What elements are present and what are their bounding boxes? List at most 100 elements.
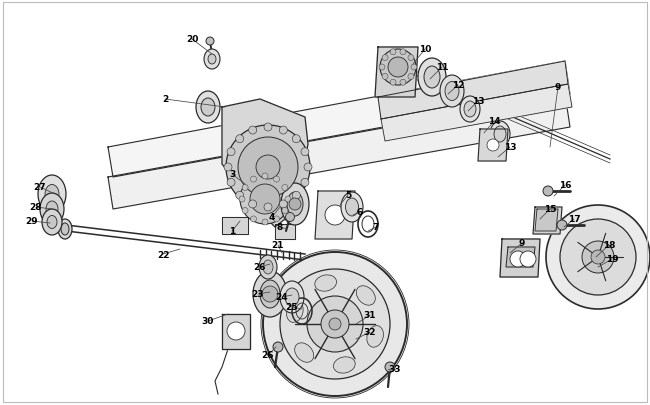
Circle shape <box>256 156 280 179</box>
Circle shape <box>301 179 309 187</box>
Circle shape <box>390 50 396 55</box>
Text: 26: 26 <box>262 351 274 360</box>
Ellipse shape <box>58 220 72 239</box>
Text: 3: 3 <box>229 170 235 179</box>
Ellipse shape <box>341 192 363 222</box>
Ellipse shape <box>196 92 220 124</box>
Polygon shape <box>381 85 572 142</box>
Text: 15: 15 <box>544 205 556 214</box>
Ellipse shape <box>204 50 220 70</box>
Ellipse shape <box>418 59 446 97</box>
Text: 13: 13 <box>504 143 516 152</box>
Circle shape <box>557 220 567 230</box>
Circle shape <box>240 175 290 224</box>
Text: 28: 28 <box>30 203 42 212</box>
Ellipse shape <box>281 183 309 226</box>
Ellipse shape <box>445 82 459 101</box>
Text: 25: 25 <box>286 303 298 312</box>
Text: 12: 12 <box>452 81 464 90</box>
Circle shape <box>250 216 257 222</box>
Text: 18: 18 <box>603 241 616 250</box>
Text: 22: 22 <box>157 250 169 259</box>
Circle shape <box>263 252 407 396</box>
Circle shape <box>382 55 388 62</box>
Text: 11: 11 <box>436 63 448 72</box>
Circle shape <box>274 216 280 222</box>
Polygon shape <box>222 217 248 234</box>
Ellipse shape <box>287 301 303 322</box>
Ellipse shape <box>464 102 476 118</box>
Circle shape <box>390 80 396 86</box>
Circle shape <box>591 250 605 264</box>
Circle shape <box>280 127 287 135</box>
Circle shape <box>285 196 291 202</box>
Circle shape <box>380 50 416 86</box>
Ellipse shape <box>208 55 216 65</box>
Circle shape <box>292 192 300 200</box>
Text: 14: 14 <box>488 117 500 126</box>
Circle shape <box>249 127 257 135</box>
Circle shape <box>262 286 278 302</box>
Polygon shape <box>275 224 295 239</box>
Circle shape <box>250 177 257 183</box>
Ellipse shape <box>280 281 304 313</box>
Polygon shape <box>378 62 568 120</box>
Text: 26: 26 <box>254 263 266 272</box>
Text: 1: 1 <box>229 227 235 236</box>
Circle shape <box>289 198 301 211</box>
Ellipse shape <box>253 271 287 317</box>
Circle shape <box>285 213 294 222</box>
Ellipse shape <box>45 185 59 204</box>
Ellipse shape <box>294 343 314 362</box>
Polygon shape <box>478 130 508 162</box>
Polygon shape <box>500 239 540 277</box>
Circle shape <box>282 185 288 191</box>
Circle shape <box>510 252 526 267</box>
Circle shape <box>264 124 272 132</box>
Text: 27: 27 <box>34 183 46 192</box>
Text: 20: 20 <box>186 35 198 45</box>
Circle shape <box>264 203 272 211</box>
Ellipse shape <box>460 97 480 123</box>
Text: 32: 32 <box>364 328 376 337</box>
Text: 10: 10 <box>419 45 431 54</box>
Ellipse shape <box>285 288 299 306</box>
Ellipse shape <box>61 224 69 235</box>
Circle shape <box>236 192 244 200</box>
Text: 29: 29 <box>26 217 38 226</box>
Circle shape <box>239 196 245 202</box>
Circle shape <box>325 205 345 226</box>
Circle shape <box>321 310 349 338</box>
Circle shape <box>400 50 406 55</box>
Circle shape <box>382 74 388 80</box>
Text: 5: 5 <box>345 191 351 200</box>
Circle shape <box>280 200 287 209</box>
Ellipse shape <box>46 202 58 217</box>
Polygon shape <box>108 95 570 209</box>
Circle shape <box>224 164 232 172</box>
Text: 24: 24 <box>276 293 289 302</box>
Circle shape <box>242 208 248 214</box>
Circle shape <box>206 38 214 46</box>
Circle shape <box>408 55 414 62</box>
Polygon shape <box>506 247 535 267</box>
Polygon shape <box>222 314 250 349</box>
Polygon shape <box>533 207 562 234</box>
Ellipse shape <box>47 216 57 229</box>
Text: 19: 19 <box>606 255 618 264</box>
Ellipse shape <box>40 194 64 226</box>
Text: 16: 16 <box>559 181 571 190</box>
Circle shape <box>520 252 536 267</box>
Circle shape <box>282 208 288 214</box>
Text: 17: 17 <box>567 215 580 224</box>
Circle shape <box>385 362 395 372</box>
Text: 33: 33 <box>389 364 401 373</box>
Ellipse shape <box>440 76 464 108</box>
Circle shape <box>582 241 614 273</box>
Polygon shape <box>375 48 418 98</box>
Text: 9: 9 <box>555 83 561 92</box>
Text: 31: 31 <box>364 311 376 320</box>
Polygon shape <box>222 100 308 228</box>
Polygon shape <box>315 192 355 239</box>
Circle shape <box>262 174 268 179</box>
